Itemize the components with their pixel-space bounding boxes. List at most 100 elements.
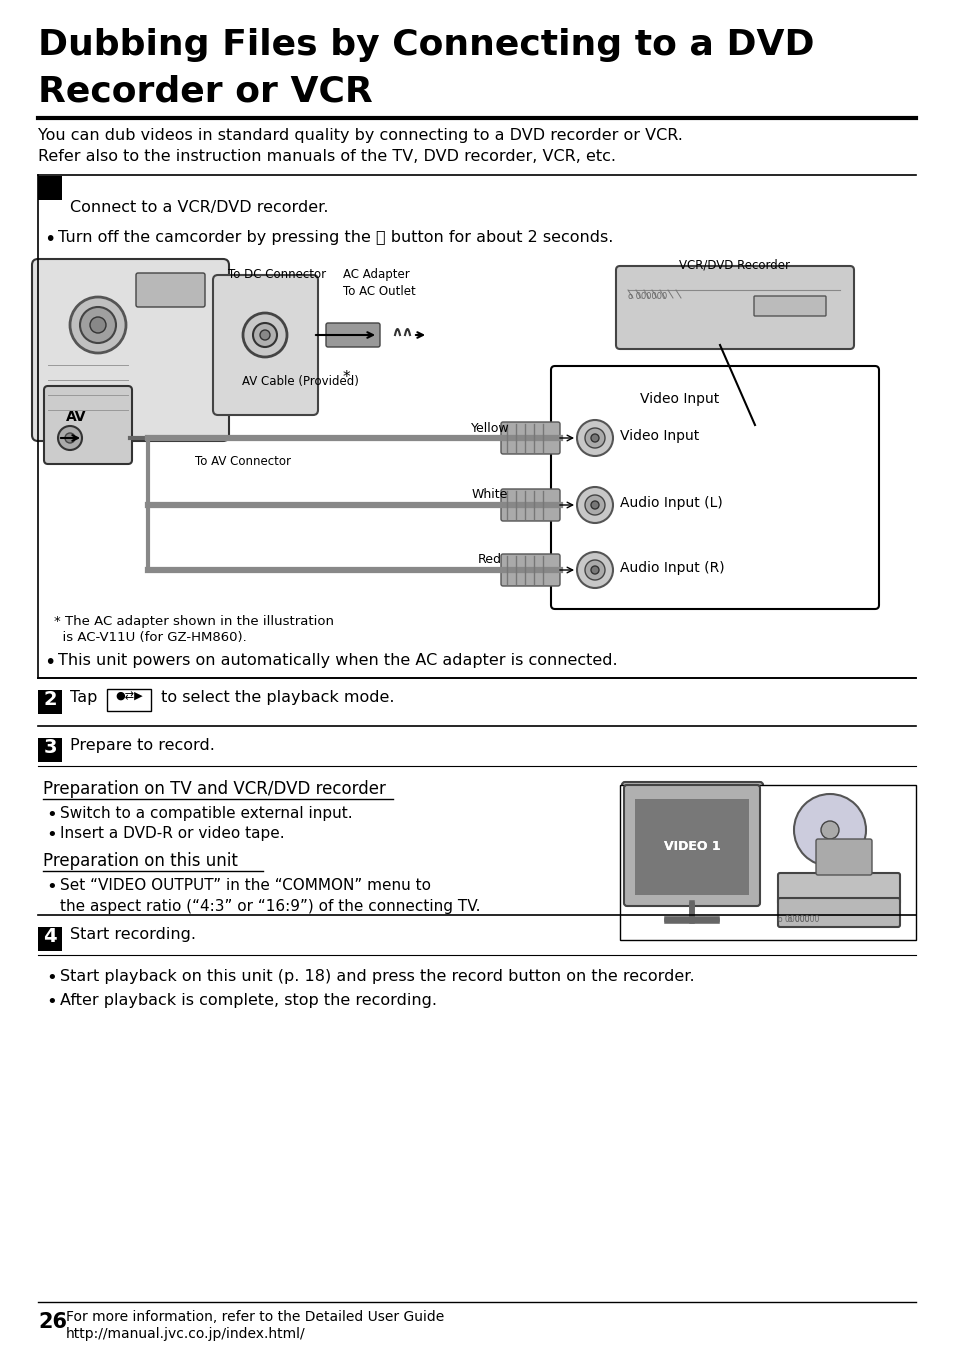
Text: AC Adapter
To AC Outlet: AC Adapter To AC Outlet [343,267,416,299]
FancyBboxPatch shape [44,385,132,464]
Text: •: • [44,229,55,248]
Circle shape [577,421,613,456]
Text: White: White [472,489,508,501]
Text: o 000000: o 000000 [627,292,666,301]
Circle shape [590,566,598,574]
Text: AV Cable (Provided): AV Cable (Provided) [241,375,358,388]
Circle shape [577,487,613,522]
Circle shape [584,495,604,516]
Text: *: * [343,370,351,385]
Text: Video Input: Video Input [639,392,719,406]
FancyBboxPatch shape [778,873,899,905]
Text: VIDEO 1: VIDEO 1 [663,840,720,854]
Text: To AV Connector: To AV Connector [194,455,291,468]
Text: Preparation on this unit: Preparation on this unit [43,852,237,870]
Circle shape [243,313,287,357]
Text: •: • [46,993,56,1011]
Circle shape [584,560,604,579]
FancyBboxPatch shape [621,782,762,908]
Text: to select the playback mode.: to select the playback mode. [156,689,395,706]
FancyBboxPatch shape [500,422,559,455]
FancyBboxPatch shape [136,273,205,307]
Text: 1: 1 [43,199,57,218]
Text: Tap: Tap [70,689,102,706]
Text: •: • [46,806,56,824]
Circle shape [590,501,598,509]
Text: AV: AV [66,410,87,423]
FancyBboxPatch shape [500,489,559,521]
Text: * The AC adapter shown in the illustration: * The AC adapter shown in the illustrati… [54,615,334,628]
FancyBboxPatch shape [767,900,901,932]
Text: 3: 3 [43,738,56,757]
Text: VIDEO 1: VIDEO 1 [663,840,720,854]
Text: Recorder or VCR: Recorder or VCR [38,75,373,109]
FancyBboxPatch shape [38,738,62,763]
Text: 2: 2 [43,689,57,708]
FancyBboxPatch shape [619,784,915,940]
Circle shape [814,817,834,837]
Text: Red: Red [477,554,501,566]
Text: •: • [46,826,56,844]
Circle shape [821,821,838,839]
FancyBboxPatch shape [633,797,751,897]
FancyBboxPatch shape [778,898,899,927]
Text: Turn off the camcorder by pressing the ⏻ button for about 2 seconds.: Turn off the camcorder by pressing the ⏻… [58,229,613,246]
FancyBboxPatch shape [817,833,876,873]
FancyBboxPatch shape [753,296,825,316]
Text: Start playback on this unit (p. 18) and press the record button on the recorder.: Start playback on this unit (p. 18) and … [60,969,694,984]
FancyBboxPatch shape [551,366,878,609]
Circle shape [786,788,862,864]
Text: •: • [44,653,55,672]
Text: http://manual.jvc.co.jp/index.html/: http://manual.jvc.co.jp/index.html/ [66,1327,305,1341]
FancyBboxPatch shape [32,259,229,441]
Text: ●⇄▶: ●⇄▶ [115,692,143,702]
Text: Switch to a compatible external input.: Switch to a compatible external input. [60,806,353,821]
Text: Set “VIDEO OUTPUT” in the “COMMON” menu to
the aspect ratio (“4:3” or “16:9”) of: Set “VIDEO OUTPUT” in the “COMMON” menu … [60,878,480,915]
Text: After playback is complete, stop the recording.: After playback is complete, stop the rec… [60,993,436,1008]
Text: is AC-V11U (for GZ-HM860).: is AC-V11U (for GZ-HM860). [54,631,247,645]
Text: •: • [46,878,56,896]
FancyBboxPatch shape [616,266,853,349]
Text: o 00000: o 00000 [787,915,819,924]
Circle shape [253,323,276,347]
Circle shape [793,794,865,866]
FancyBboxPatch shape [213,275,317,415]
FancyBboxPatch shape [38,176,62,199]
FancyBboxPatch shape [107,689,151,711]
FancyBboxPatch shape [635,799,748,896]
FancyBboxPatch shape [38,689,62,714]
Circle shape [80,307,116,343]
Text: You can dub videos in standard quality by connecting to a DVD recorder or VCR.
R: You can dub videos in standard quality b… [38,128,682,164]
Circle shape [577,552,613,588]
Circle shape [260,330,270,341]
Text: 4: 4 [43,927,57,946]
FancyBboxPatch shape [815,839,871,875]
Text: For more information, refer to the Detailed User Guide: For more information, refer to the Detai… [66,1310,444,1324]
FancyBboxPatch shape [623,784,760,906]
Text: •: • [46,969,56,987]
Text: To DC Connector: To DC Connector [228,267,326,281]
Circle shape [584,427,604,448]
FancyBboxPatch shape [326,323,379,347]
Text: Insert a DVD-R or video tape.: Insert a DVD-R or video tape. [60,826,284,841]
Text: Dubbing Files by Connecting to a DVD: Dubbing Files by Connecting to a DVD [38,28,814,62]
Text: Audio Input (L): Audio Input (L) [619,497,722,510]
Text: o 00000: o 00000 [778,915,808,924]
Text: VCR/DVD Recorder: VCR/DVD Recorder [679,258,790,271]
Text: Audio Input (R): Audio Input (R) [619,560,724,575]
Text: This unit powers on automatically when the AC adapter is connected.: This unit powers on automatically when t… [58,653,617,668]
Text: Start recording.: Start recording. [70,927,195,942]
FancyBboxPatch shape [38,927,62,951]
Text: Video Input: Video Input [619,429,699,442]
FancyBboxPatch shape [767,866,901,905]
Circle shape [65,433,75,442]
Text: Preparation on TV and VCR/DVD recorder: Preparation on TV and VCR/DVD recorder [43,780,385,798]
FancyBboxPatch shape [500,554,559,586]
Text: Yellow: Yellow [470,422,509,436]
Circle shape [58,426,82,451]
Circle shape [70,297,126,353]
Text: 26: 26 [38,1312,67,1333]
Text: Prepare to record.: Prepare to record. [70,738,214,753]
Circle shape [590,434,598,442]
Text: Connect to a VCR/DVD recorder.: Connect to a VCR/DVD recorder. [70,199,328,214]
